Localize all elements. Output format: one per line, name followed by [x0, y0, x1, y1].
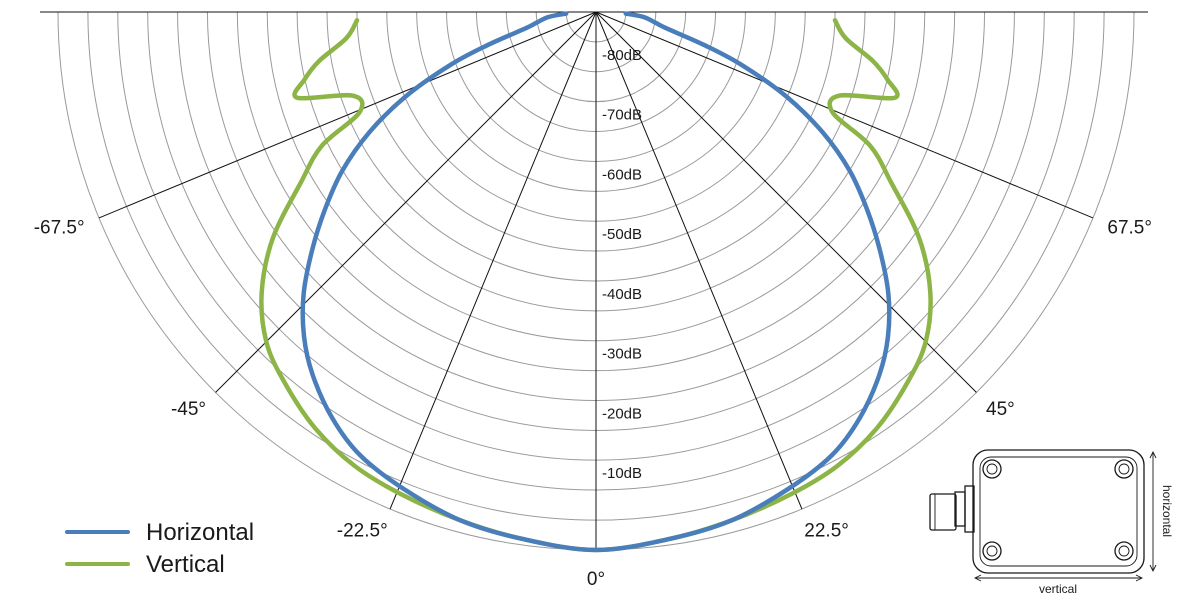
- angle-spokes: [98, 11, 1094, 550]
- horizontal-dimension-arrow: [1149, 450, 1157, 573]
- radial-tick-label: -10dB: [602, 465, 642, 482]
- device-body: [972, 449, 1145, 574]
- angle-label: 45°: [986, 399, 1015, 420]
- spoke-line: [595, 11, 803, 510]
- radial-tick-label: -20dB: [602, 405, 642, 422]
- angle-label: -45°: [171, 399, 206, 420]
- legend-label-vertical: Vertical: [146, 551, 225, 578]
- series-line-horizontal: [300, 11, 892, 553]
- device-inner-outline: [979, 456, 1138, 567]
- angle-label: -67.5°: [34, 217, 85, 238]
- radial-tick-labels: -80dB -70dB -60dB -50dB -40dB -30dB -20dB -10dB: [602, 47, 642, 482]
- spoke-line: [595, 11, 977, 393]
- angle-label: 0°: [587, 569, 605, 590]
- radial-tick-label: -60dB: [602, 166, 642, 183]
- radial-tick-label: -30dB: [602, 346, 642, 363]
- vertical-dimension-arrow: [973, 574, 1144, 582]
- spoke-line: [215, 11, 597, 393]
- screw-icon: [1114, 459, 1134, 479]
- radial-tick-label: -50dB: [602, 226, 642, 243]
- horizontal-dimension-label: horizontal: [1160, 485, 1174, 537]
- angle-label: 67.5°: [1107, 217, 1152, 238]
- spoke-line: [595, 11, 1094, 219]
- screw-icon: [1114, 541, 1134, 561]
- series-curves: [259, 11, 933, 553]
- legend: Horizontal Vertical: [65, 519, 254, 578]
- spoke-line: [98, 11, 597, 219]
- radial-tick-label: -70dB: [602, 107, 642, 124]
- screw-icon: [982, 459, 1002, 479]
- angle-label: -22.5°: [337, 520, 388, 541]
- angle-labels: -67.5° -45° -22.5° 0° 22.5° 45° 67.5°: [34, 217, 1152, 590]
- screw-icon: [982, 541, 1002, 561]
- radial-tick-label: -80dB: [602, 47, 642, 64]
- vertical-dimension-label: vertical: [1039, 582, 1077, 596]
- legend-label-horizontal: Horizontal: [146, 519, 254, 546]
- spoke-line: [389, 11, 597, 510]
- radial-tick-label: -40dB: [602, 286, 642, 303]
- angle-label: 22.5°: [804, 520, 849, 541]
- device-diagram: vertical horizontal: [929, 449, 1174, 596]
- connector-icon: [929, 485, 975, 533]
